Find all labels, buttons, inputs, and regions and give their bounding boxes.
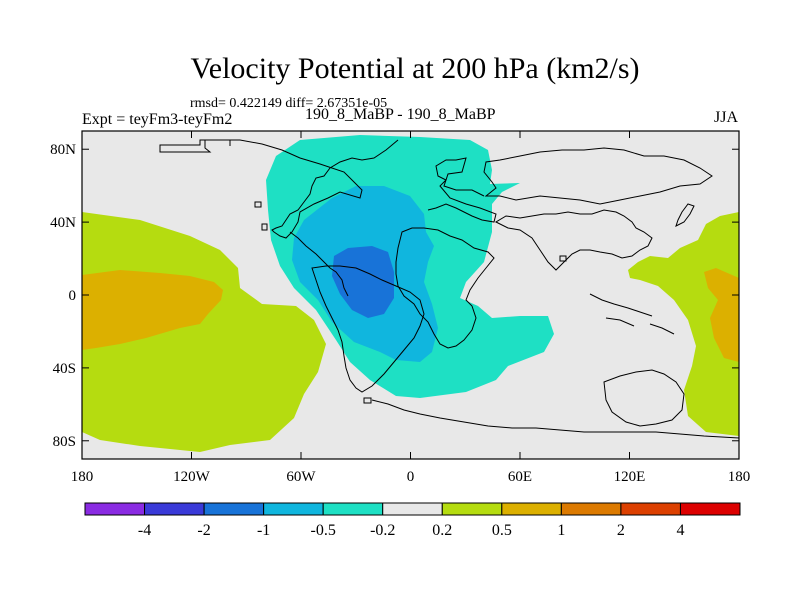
- experiment-label: Expt = teyFm3-teyFm2: [82, 111, 233, 128]
- chart-title: Velocity Potential at 200 hPa (km2/s): [190, 52, 640, 85]
- colorbar: -4 -2 -1 -0.5 -0.2 0.2 0.5 1 2 4: [84, 502, 741, 539]
- coast-central-america: [289, 231, 349, 297]
- coast-africa: [395, 227, 495, 349]
- coast-island-3: [363, 397, 372, 404]
- colorbar-swatch: [382, 502, 443, 516]
- colorbar-swatch: [203, 502, 265, 516]
- x-tick-label: 60W: [286, 469, 316, 485]
- colorbar-label: -1: [257, 522, 270, 539]
- colorbar-label: 0.5: [492, 522, 512, 539]
- coast-maritime-continent: [589, 293, 675, 335]
- colorbar-label: 4: [676, 522, 684, 539]
- colorbar-label: -0.5: [311, 522, 336, 539]
- colorbar-label: 1: [557, 522, 565, 539]
- colorbar-swatch: [263, 502, 324, 516]
- colorbar-swatch: [322, 502, 384, 516]
- coast-japan: [675, 203, 695, 227]
- x-tick-label: 180: [71, 469, 94, 485]
- y-tick-label: 40N: [50, 215, 76, 231]
- y-tick-label: 80S: [53, 434, 76, 450]
- coast-asia-south: [494, 209, 653, 271]
- colorbar-label: 2: [617, 522, 625, 539]
- atlantic-negative-core: [332, 246, 394, 318]
- x-tick-label: 120E: [614, 469, 646, 485]
- pacific-positive-core: [82, 270, 223, 350]
- x-tick-label: 180: [728, 469, 751, 485]
- y-tick-label: 40S: [53, 361, 76, 377]
- colorbar-swatch: [679, 502, 741, 516]
- contour-fills: [82, 135, 739, 452]
- x-tick-label: 0: [407, 469, 415, 485]
- season-label: JJA: [714, 109, 739, 126]
- coast-antarctica: [371, 399, 739, 439]
- east-positive: [628, 212, 739, 436]
- coast-south-america: [311, 265, 425, 393]
- colorbar-swatch: [560, 502, 622, 516]
- coast-north-america: [159, 139, 399, 239]
- x-axis: 180 120W 60W 0 60E 120E 180: [71, 131, 751, 485]
- coast-eurasia: [483, 147, 713, 205]
- colorbar-label: -2: [197, 522, 210, 539]
- colorbar-label: -0.2: [370, 522, 395, 539]
- coast-island-2: [261, 223, 268, 231]
- y-axis: 80N 40N 0 40S 80S: [50, 142, 739, 450]
- y-tick-label: 0: [69, 288, 77, 304]
- colorbar-label: -4: [138, 522, 151, 539]
- colorbar-label: 0.2: [432, 522, 452, 539]
- case-label: 190_8_MaBP - 190_8_MaBP: [305, 106, 496, 123]
- coast-island-1: [254, 201, 262, 208]
- x-tick-label: 60E: [508, 469, 532, 485]
- coast-australia: [603, 369, 685, 427]
- colorbar-swatch: [441, 502, 503, 516]
- colorbar-swatch: [144, 502, 205, 516]
- y-tick-label: 80N: [50, 142, 76, 158]
- stats-label: rmsd= 0.422149 diff= 2.67351e-05: [190, 96, 388, 111]
- east-positive-core: [704, 268, 739, 362]
- coastlines: [159, 139, 739, 439]
- coast-europe: [427, 157, 497, 223]
- coast-island-4: [559, 255, 567, 262]
- colorbar-swatch: [620, 502, 681, 516]
- colorbar-swatch: [84, 502, 146, 516]
- x-tick-label: 120W: [173, 469, 211, 485]
- colorbar-swatch: [501, 502, 562, 516]
